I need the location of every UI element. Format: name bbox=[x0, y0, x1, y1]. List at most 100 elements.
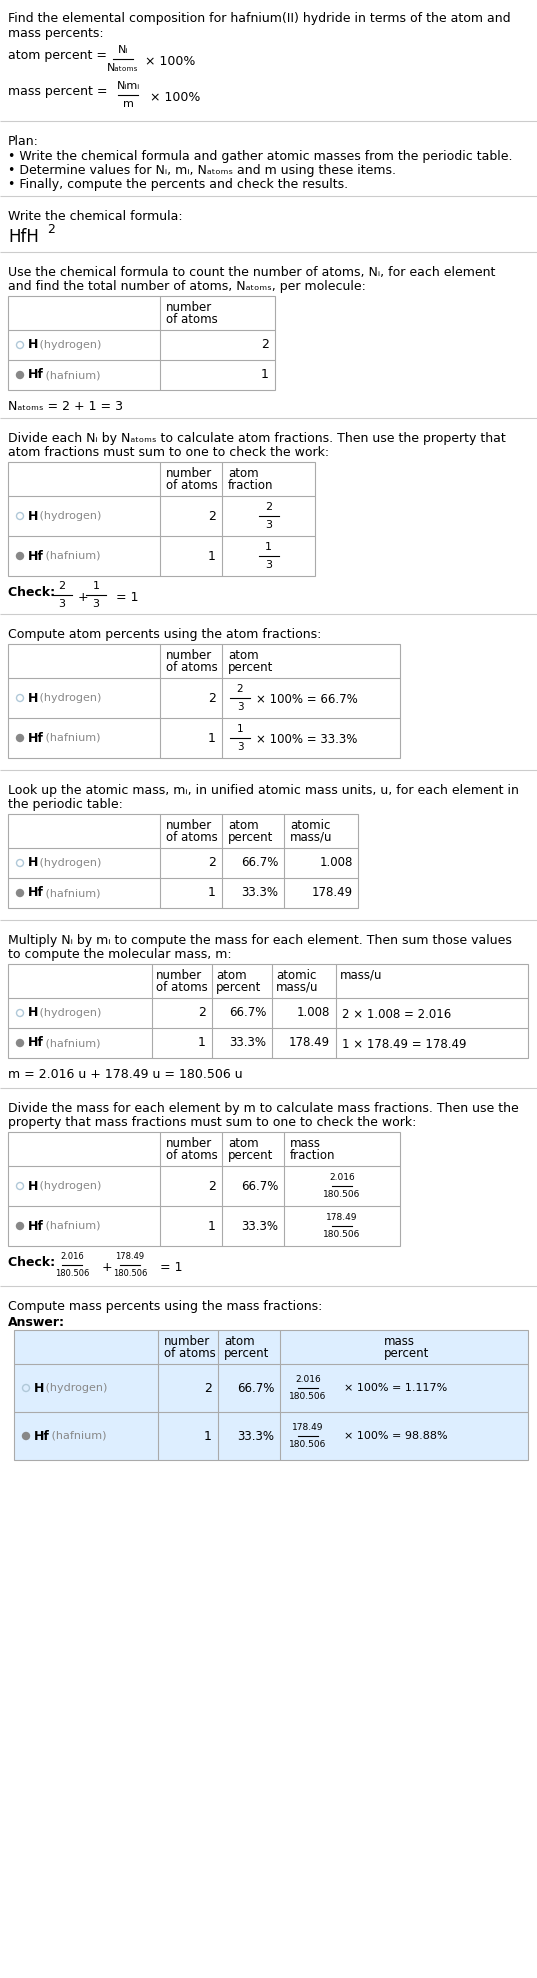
Text: atom fractions must sum to one to check the work:: atom fractions must sum to one to check … bbox=[8, 445, 329, 459]
Text: mass: mass bbox=[290, 1137, 321, 1149]
Text: Divide each Nᵢ by Nₐₜₒₘₛ to calculate atom fractions. Then use the property that: Divide each Nᵢ by Nₐₜₒₘₛ to calculate at… bbox=[8, 431, 506, 445]
Text: 66.7%: 66.7% bbox=[241, 1179, 278, 1193]
Text: 178.49: 178.49 bbox=[289, 1036, 330, 1050]
Text: Find the elemental composition for hafnium(II) hydride in terms of the atom and: Find the elemental composition for hafni… bbox=[8, 12, 511, 26]
Text: H: H bbox=[28, 856, 38, 870]
Text: +: + bbox=[78, 591, 92, 603]
Text: Plan:: Plan: bbox=[8, 135, 39, 148]
Text: Nₐₜₒₘₛ = 2 + 1 = 3: Nₐₜₒₘₛ = 2 + 1 = 3 bbox=[8, 400, 123, 413]
Text: Nₐₜₒₘₛ: Nₐₜₒₘₛ bbox=[107, 63, 139, 73]
Bar bbox=[8, 815, 358, 908]
Text: Hf: Hf bbox=[28, 550, 44, 562]
Text: atomic: atomic bbox=[290, 819, 330, 833]
Text: • Write the chemical formula and gather atomic masses from the periodic table.: • Write the chemical formula and gather … bbox=[8, 150, 512, 162]
Text: 1: 1 bbox=[265, 542, 272, 552]
Text: (hafnium): (hafnium) bbox=[42, 370, 100, 380]
Text: × 100%: × 100% bbox=[150, 91, 200, 105]
Circle shape bbox=[17, 1222, 24, 1230]
Text: Hf: Hf bbox=[34, 1430, 50, 1442]
Text: +: + bbox=[102, 1262, 113, 1274]
Bar bbox=[8, 297, 275, 390]
Text: to compute the molecular mass, m:: to compute the molecular mass, m: bbox=[8, 947, 231, 961]
Text: H: H bbox=[28, 338, 38, 352]
Text: 66.7%: 66.7% bbox=[241, 856, 278, 870]
Text: Check:: Check: bbox=[8, 585, 60, 599]
Text: 2: 2 bbox=[208, 856, 216, 870]
Text: Compute atom percents using the atom fractions:: Compute atom percents using the atom fra… bbox=[8, 627, 321, 641]
Text: 1: 1 bbox=[208, 886, 216, 900]
Text: 180.506: 180.506 bbox=[323, 1230, 361, 1238]
Circle shape bbox=[17, 552, 24, 560]
Text: mass percents:: mass percents: bbox=[8, 28, 104, 40]
Text: 2.016: 2.016 bbox=[329, 1173, 355, 1183]
Text: atom: atom bbox=[216, 969, 246, 981]
Text: H: H bbox=[28, 1179, 38, 1193]
Text: number: number bbox=[164, 1335, 211, 1347]
Text: 3: 3 bbox=[265, 520, 272, 530]
Text: × 100% = 98.88%: × 100% = 98.88% bbox=[344, 1430, 448, 1442]
Text: 2: 2 bbox=[198, 1007, 206, 1019]
Text: of atoms: of atoms bbox=[164, 1347, 216, 1361]
Text: percent: percent bbox=[216, 981, 262, 995]
Text: H: H bbox=[28, 692, 38, 704]
Text: • Finally, compute the percents and check the results.: • Finally, compute the percents and chec… bbox=[8, 178, 348, 192]
Text: × 100% = 66.7%: × 100% = 66.7% bbox=[256, 692, 358, 706]
Text: and find the total number of atoms, Nₐₜₒₘₛ, per molecule:: and find the total number of atoms, Nₐₜₒ… bbox=[8, 281, 366, 293]
Text: Nᵢ: Nᵢ bbox=[118, 45, 128, 55]
Text: 2 × 1.008 = 2.016: 2 × 1.008 = 2.016 bbox=[342, 1009, 451, 1021]
Text: Look up the atomic mass, mᵢ, in unified atomic mass units, u, for each element i: Look up the atomic mass, mᵢ, in unified … bbox=[8, 783, 519, 797]
Text: × 100%: × 100% bbox=[145, 55, 195, 67]
Text: 33.3%: 33.3% bbox=[229, 1036, 266, 1050]
Text: (hydrogen): (hydrogen) bbox=[36, 340, 101, 350]
Text: 3: 3 bbox=[237, 742, 243, 752]
Text: H: H bbox=[28, 510, 38, 522]
Text: of atoms: of atoms bbox=[166, 479, 217, 493]
Text: • Determine values for Nᵢ, mᵢ, Nₐₜₒₘₛ and m using these items.: • Determine values for Nᵢ, mᵢ, Nₐₜₒₘₛ an… bbox=[8, 164, 396, 176]
Text: (hydrogen): (hydrogen) bbox=[42, 1383, 107, 1393]
Text: 33.3%: 33.3% bbox=[237, 1430, 274, 1442]
Text: mass/u: mass/u bbox=[290, 831, 332, 845]
Bar bbox=[8, 963, 528, 1058]
Text: 178.49: 178.49 bbox=[326, 1213, 358, 1222]
Text: 1: 1 bbox=[198, 1036, 206, 1050]
Text: 33.3%: 33.3% bbox=[241, 1220, 278, 1232]
Text: H: H bbox=[34, 1381, 45, 1394]
Text: 1.008: 1.008 bbox=[320, 856, 353, 870]
Circle shape bbox=[17, 734, 24, 742]
Text: 2.016: 2.016 bbox=[295, 1375, 321, 1385]
Text: 180.506: 180.506 bbox=[289, 1440, 326, 1450]
Circle shape bbox=[23, 1432, 30, 1440]
Text: Hf: Hf bbox=[28, 732, 44, 744]
Text: percent: percent bbox=[384, 1347, 430, 1361]
Text: 180.506: 180.506 bbox=[55, 1270, 89, 1278]
Text: 66.7%: 66.7% bbox=[237, 1381, 274, 1394]
Text: (hydrogen): (hydrogen) bbox=[36, 510, 101, 520]
Text: 1: 1 bbox=[261, 368, 269, 382]
Text: (hydrogen): (hydrogen) bbox=[36, 1181, 101, 1191]
Bar bbox=[8, 463, 315, 576]
Text: (hafnium): (hafnium) bbox=[42, 888, 100, 898]
Text: Check:: Check: bbox=[8, 1256, 60, 1270]
Text: the periodic table:: the periodic table: bbox=[8, 797, 123, 811]
Text: atom: atom bbox=[224, 1335, 255, 1347]
Text: 2: 2 bbox=[208, 1179, 216, 1193]
Text: mass/u: mass/u bbox=[276, 981, 318, 995]
Text: number: number bbox=[156, 969, 202, 981]
Text: 3: 3 bbox=[237, 702, 243, 712]
Text: 2: 2 bbox=[204, 1381, 212, 1394]
Text: 3: 3 bbox=[59, 599, 66, 609]
Text: Hf: Hf bbox=[28, 1036, 44, 1050]
Circle shape bbox=[17, 1040, 24, 1046]
Text: 178.49: 178.49 bbox=[292, 1422, 324, 1432]
Text: 178.49: 178.49 bbox=[115, 1252, 144, 1262]
Text: Hf: Hf bbox=[28, 368, 44, 382]
Text: 2: 2 bbox=[208, 510, 216, 522]
Text: 2: 2 bbox=[265, 502, 272, 512]
Text: number: number bbox=[166, 819, 212, 833]
Text: Write the chemical formula:: Write the chemical formula: bbox=[8, 210, 183, 224]
Text: 3: 3 bbox=[92, 599, 99, 609]
Text: of atoms: of atoms bbox=[166, 1149, 217, 1161]
Bar bbox=[14, 1329, 528, 1460]
Text: percent: percent bbox=[228, 1149, 273, 1161]
Text: H: H bbox=[28, 1007, 38, 1019]
